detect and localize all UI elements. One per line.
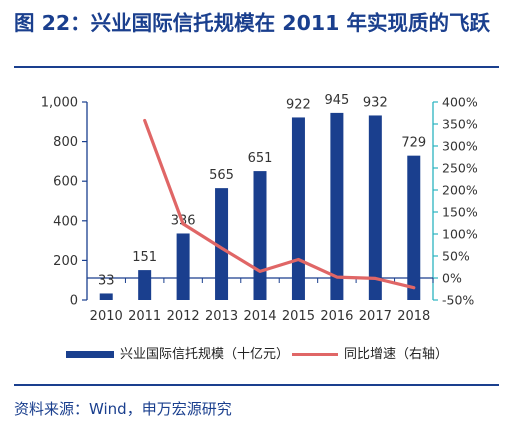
x-axis-tick-label: 2012 (167, 309, 200, 324)
left-axis-tick-label: 200 (53, 254, 78, 269)
bar (291, 117, 305, 300)
x-axis-tick-label: 2010 (90, 309, 123, 324)
x-axis-tick-label: 2018 (397, 309, 430, 324)
legend: 兴业国际信托规模（十亿元） 同比增速（右轴） (66, 345, 448, 365)
legend-item-line: 同比增速（右轴） (292, 345, 448, 365)
x-axis-tick-label: 2016 (320, 309, 353, 324)
footer-rule (14, 384, 499, 386)
bar (176, 233, 190, 300)
bar (368, 115, 382, 300)
right-axis-tick-label: 100% (442, 227, 478, 242)
chart-area: 0 200 400 600 800 1,000 -50% 0% 50% 100% 150% 200% 2… (41, 93, 478, 324)
left-axis-tick-label: 0 (70, 294, 78, 309)
right-axis-tick-label: 150% (442, 205, 478, 220)
legend-label-bar: 兴业国际信托规模（十亿元） (120, 347, 290, 362)
bar (138, 270, 152, 300)
growth-rate-line (143, 118, 416, 290)
bar (330, 112, 344, 300)
bar-data-label: 33 (98, 273, 115, 288)
bar (253, 171, 267, 300)
bar-data-label: 932 (363, 95, 388, 110)
bar-data-label: 922 (286, 97, 311, 112)
right-axis-tick-label: 300% (442, 139, 478, 154)
bar-data-label: 151 (132, 250, 157, 265)
bar-data-label: 651 (248, 151, 273, 166)
x-axis-tick-label: 2017 (359, 309, 392, 324)
legend-line-swatch (292, 353, 338, 356)
left-axis-tick-label: 600 (53, 175, 78, 190)
left-axis-tick-label: 800 (53, 135, 78, 150)
x-axis-tick-label: 2015 (282, 309, 315, 324)
title-rule (14, 66, 499, 68)
right-axis-tick-label: 400% (442, 95, 478, 110)
legend-item-bar: 兴业国际信托规模（十亿元） (66, 345, 289, 365)
left-axis-tick-label: 400 (53, 214, 78, 229)
right-axis-tick-label: 50% (442, 249, 470, 264)
bar (99, 293, 113, 300)
right-axis-tick-label: 250% (442, 161, 478, 176)
x-axis-tick-label: 2014 (243, 309, 276, 324)
bar (407, 155, 421, 300)
x-axis-tick-label: 2013 (205, 309, 238, 324)
right-axis-tick-label: -50% (442, 293, 474, 308)
bar-data-label: 565 (209, 168, 234, 183)
right-axis-tick-label: 0% (442, 271, 462, 286)
legend-bar-swatch (66, 351, 114, 358)
legend-label-line: 同比增速（右轴） (344, 347, 449, 362)
x-axis-tick-label: 2011 (128, 309, 161, 324)
left-axis-tick-label: 1,000 (41, 96, 78, 111)
figure-title: 图 22：兴业国际信托规模在 2011 年实现质的飞跃 (14, 11, 490, 35)
source-note: 资料来源：Wind，申万宏源研究 (14, 400, 232, 418)
bar (215, 188, 229, 300)
right-axis-tick-label: 350% (442, 117, 478, 132)
bar-data-label: 729 (401, 136, 426, 151)
right-axis-tick-label: 200% (442, 183, 478, 198)
bar-data-label: 945 (324, 93, 349, 108)
